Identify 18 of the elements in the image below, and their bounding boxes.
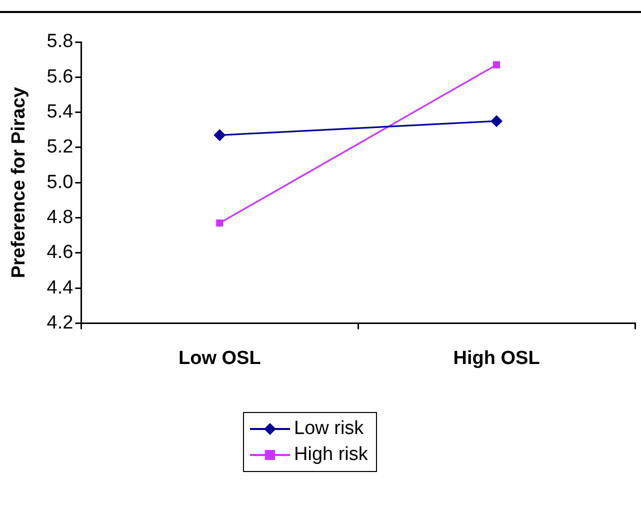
y-tick-label: 5.6 <box>46 66 74 88</box>
point <box>493 61 500 68</box>
y-axis-title: Preference for Piracy <box>8 86 30 278</box>
point <box>490 115 503 128</box>
x-tick-label: High OSL <box>453 348 540 369</box>
legend-label: High risk <box>294 443 368 467</box>
y-tick-label: 4.6 <box>46 242 74 264</box>
y-tick-label: 5.2 <box>46 136 74 158</box>
y-tick-label: 5.8 <box>46 31 74 52</box>
y-tick-label: 5.0 <box>46 172 74 193</box>
point <box>216 219 224 227</box>
y-tick-label: 4.2 <box>46 312 74 334</box>
y-tick-label: 4.4 <box>46 277 74 298</box>
y-tick-label: 4.8 <box>46 206 74 228</box>
x-tick-label: Low OSL <box>178 348 262 369</box>
legend-label: Low risk <box>294 417 364 441</box>
y-tick-label: 5.4 <box>46 102 74 123</box>
point <box>214 129 226 142</box>
